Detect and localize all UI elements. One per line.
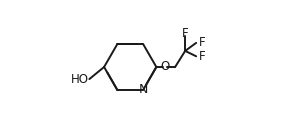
Text: O: O xyxy=(160,60,170,74)
Text: F: F xyxy=(199,36,205,49)
Text: F: F xyxy=(199,50,205,63)
Text: N: N xyxy=(139,83,148,96)
Text: HO: HO xyxy=(71,72,89,86)
Text: F: F xyxy=(182,27,188,40)
